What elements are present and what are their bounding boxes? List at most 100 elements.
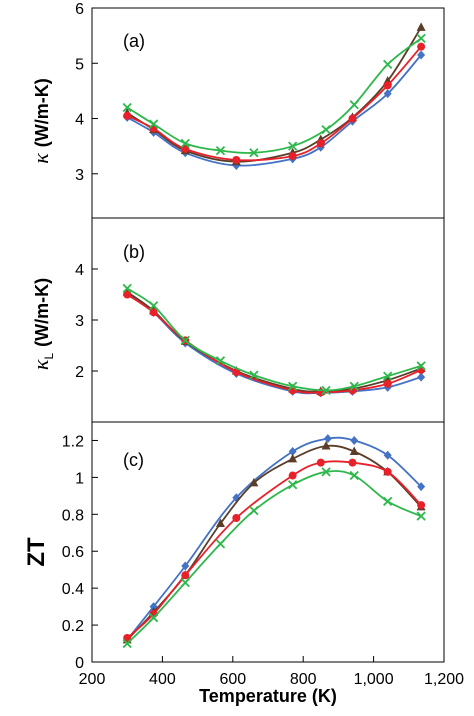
y-tick-label-c: 0.8: [62, 507, 84, 524]
data-point: [349, 100, 359, 110]
series-b-3: [123, 290, 426, 397]
data-point: [383, 89, 392, 99]
series-a-3: [123, 42, 426, 164]
plot-frame-c: [91, 421, 445, 663]
data-point: [288, 453, 298, 463]
y-axis-title-b-symbol: κ: [28, 359, 53, 370]
x-axis-title: Temperature (K): [199, 686, 337, 706]
data-point: [181, 571, 190, 580]
data-point: [417, 42, 426, 51]
data-point: [321, 385, 331, 396]
x-tick-label: 1,200: [424, 671, 464, 688]
data-point: [323, 434, 332, 444]
data-point: [215, 518, 225, 528]
data-point: [215, 145, 226, 156]
panel-label-b: (b): [123, 242, 145, 262]
data-point: [288, 480, 298, 490]
data-point: [383, 450, 392, 460]
plot-layer: 3 4 5 6 2 3 4 0 0.2 0.4 0.6 0.8 1 1.2 200 400 600 800 1,00…: [62, 1, 464, 688]
data-point: [383, 379, 392, 388]
data-point: [316, 139, 325, 148]
text-layer: (a) (b) (c) Temperature (K) κ (W/m-K) κL(…: [23, 31, 337, 706]
series-line: [126, 292, 422, 395]
series-line: [126, 436, 422, 641]
data-point: [148, 613, 159, 623]
data-point: [122, 102, 132, 113]
data-point: [215, 356, 226, 366]
x-tick-label: 400: [149, 671, 176, 688]
x-tick-label: 1,000: [354, 671, 394, 688]
data-point: [180, 335, 190, 346]
data-point: [383, 467, 392, 476]
data-point: [417, 372, 426, 382]
data-point: [215, 539, 226, 549]
y-axis-title-c: ZT: [23, 537, 50, 567]
data-point: [288, 152, 297, 161]
series-line: [126, 37, 422, 154]
series-line: [126, 293, 422, 394]
y-axis-title-a-unit: (W/m-K): [32, 78, 52, 147]
data-point: [149, 308, 158, 317]
data-point: [232, 155, 241, 164]
y-tick-label-a: 5: [75, 56, 84, 73]
series-c-3: [123, 458, 426, 642]
series-c-4: [122, 467, 426, 649]
y-tick-label-a: 3: [75, 167, 84, 184]
data-point: [123, 290, 132, 299]
series-c-1: [123, 434, 426, 645]
data-point: [122, 638, 132, 649]
data-point: [383, 81, 392, 90]
y-tick-label-c: 0.4: [62, 581, 84, 598]
data-point: [417, 501, 426, 510]
data-point: [348, 386, 357, 395]
y-tick-label-c: 1: [75, 470, 84, 487]
y-tick-label-c: 0.6: [62, 544, 84, 561]
data-point: [249, 477, 259, 487]
data-point: [123, 111, 132, 120]
y-tick-label-b: 3: [75, 313, 84, 330]
data-point: [122, 283, 132, 294]
series-b-4: [122, 283, 426, 396]
series-a-4: [122, 33, 426, 158]
data-point: [148, 119, 159, 129]
y-tick-label-b: 2: [75, 364, 84, 381]
series-line: [126, 291, 422, 393]
y-tick-label-c: 1.2: [62, 433, 84, 450]
x-tick-label: 600: [219, 671, 246, 688]
y-axis-title-a: κ (W/m-K): [28, 78, 53, 164]
series-line: [126, 287, 422, 392]
y-tick-label-b: 4: [75, 262, 84, 279]
data-point: [383, 59, 393, 70]
data-point: [417, 50, 426, 60]
data-point: [349, 381, 359, 391]
y-axis-title-b: κL (W/m-K): [28, 278, 56, 370]
series-line: [126, 460, 422, 639]
data-point: [180, 138, 190, 149]
panel-label-a: (a): [123, 31, 145, 51]
y-axis-title-a-symbol: κ: [28, 153, 53, 164]
data-point: [348, 114, 357, 123]
data-point: [123, 634, 132, 642]
series-a-1: [123, 50, 426, 170]
series-line: [126, 54, 422, 167]
data-point: [321, 441, 331, 450]
data-point: [316, 458, 325, 467]
data-point: [288, 381, 298, 391]
data-point: [348, 458, 357, 467]
data-point: [249, 505, 259, 516]
data-point: [148, 301, 159, 311]
y-axis-title-b-subscript: L: [42, 353, 56, 360]
y-tick-label-a: 4: [75, 112, 84, 129]
x-tick-label: 200: [79, 671, 106, 688]
panel-label-c: (c): [123, 450, 144, 470]
data-point: [288, 141, 298, 151]
y-tick-label-a: 6: [75, 1, 84, 18]
series-c-2: [122, 441, 426, 644]
data-point: [321, 467, 331, 477]
data-point: [249, 370, 259, 380]
data-point: [417, 482, 426, 492]
x-tick-label: 800: [290, 671, 317, 688]
data-point: [181, 144, 190, 153]
series-line: [126, 444, 422, 641]
y-tick-label-c: 0.2: [62, 618, 84, 635]
